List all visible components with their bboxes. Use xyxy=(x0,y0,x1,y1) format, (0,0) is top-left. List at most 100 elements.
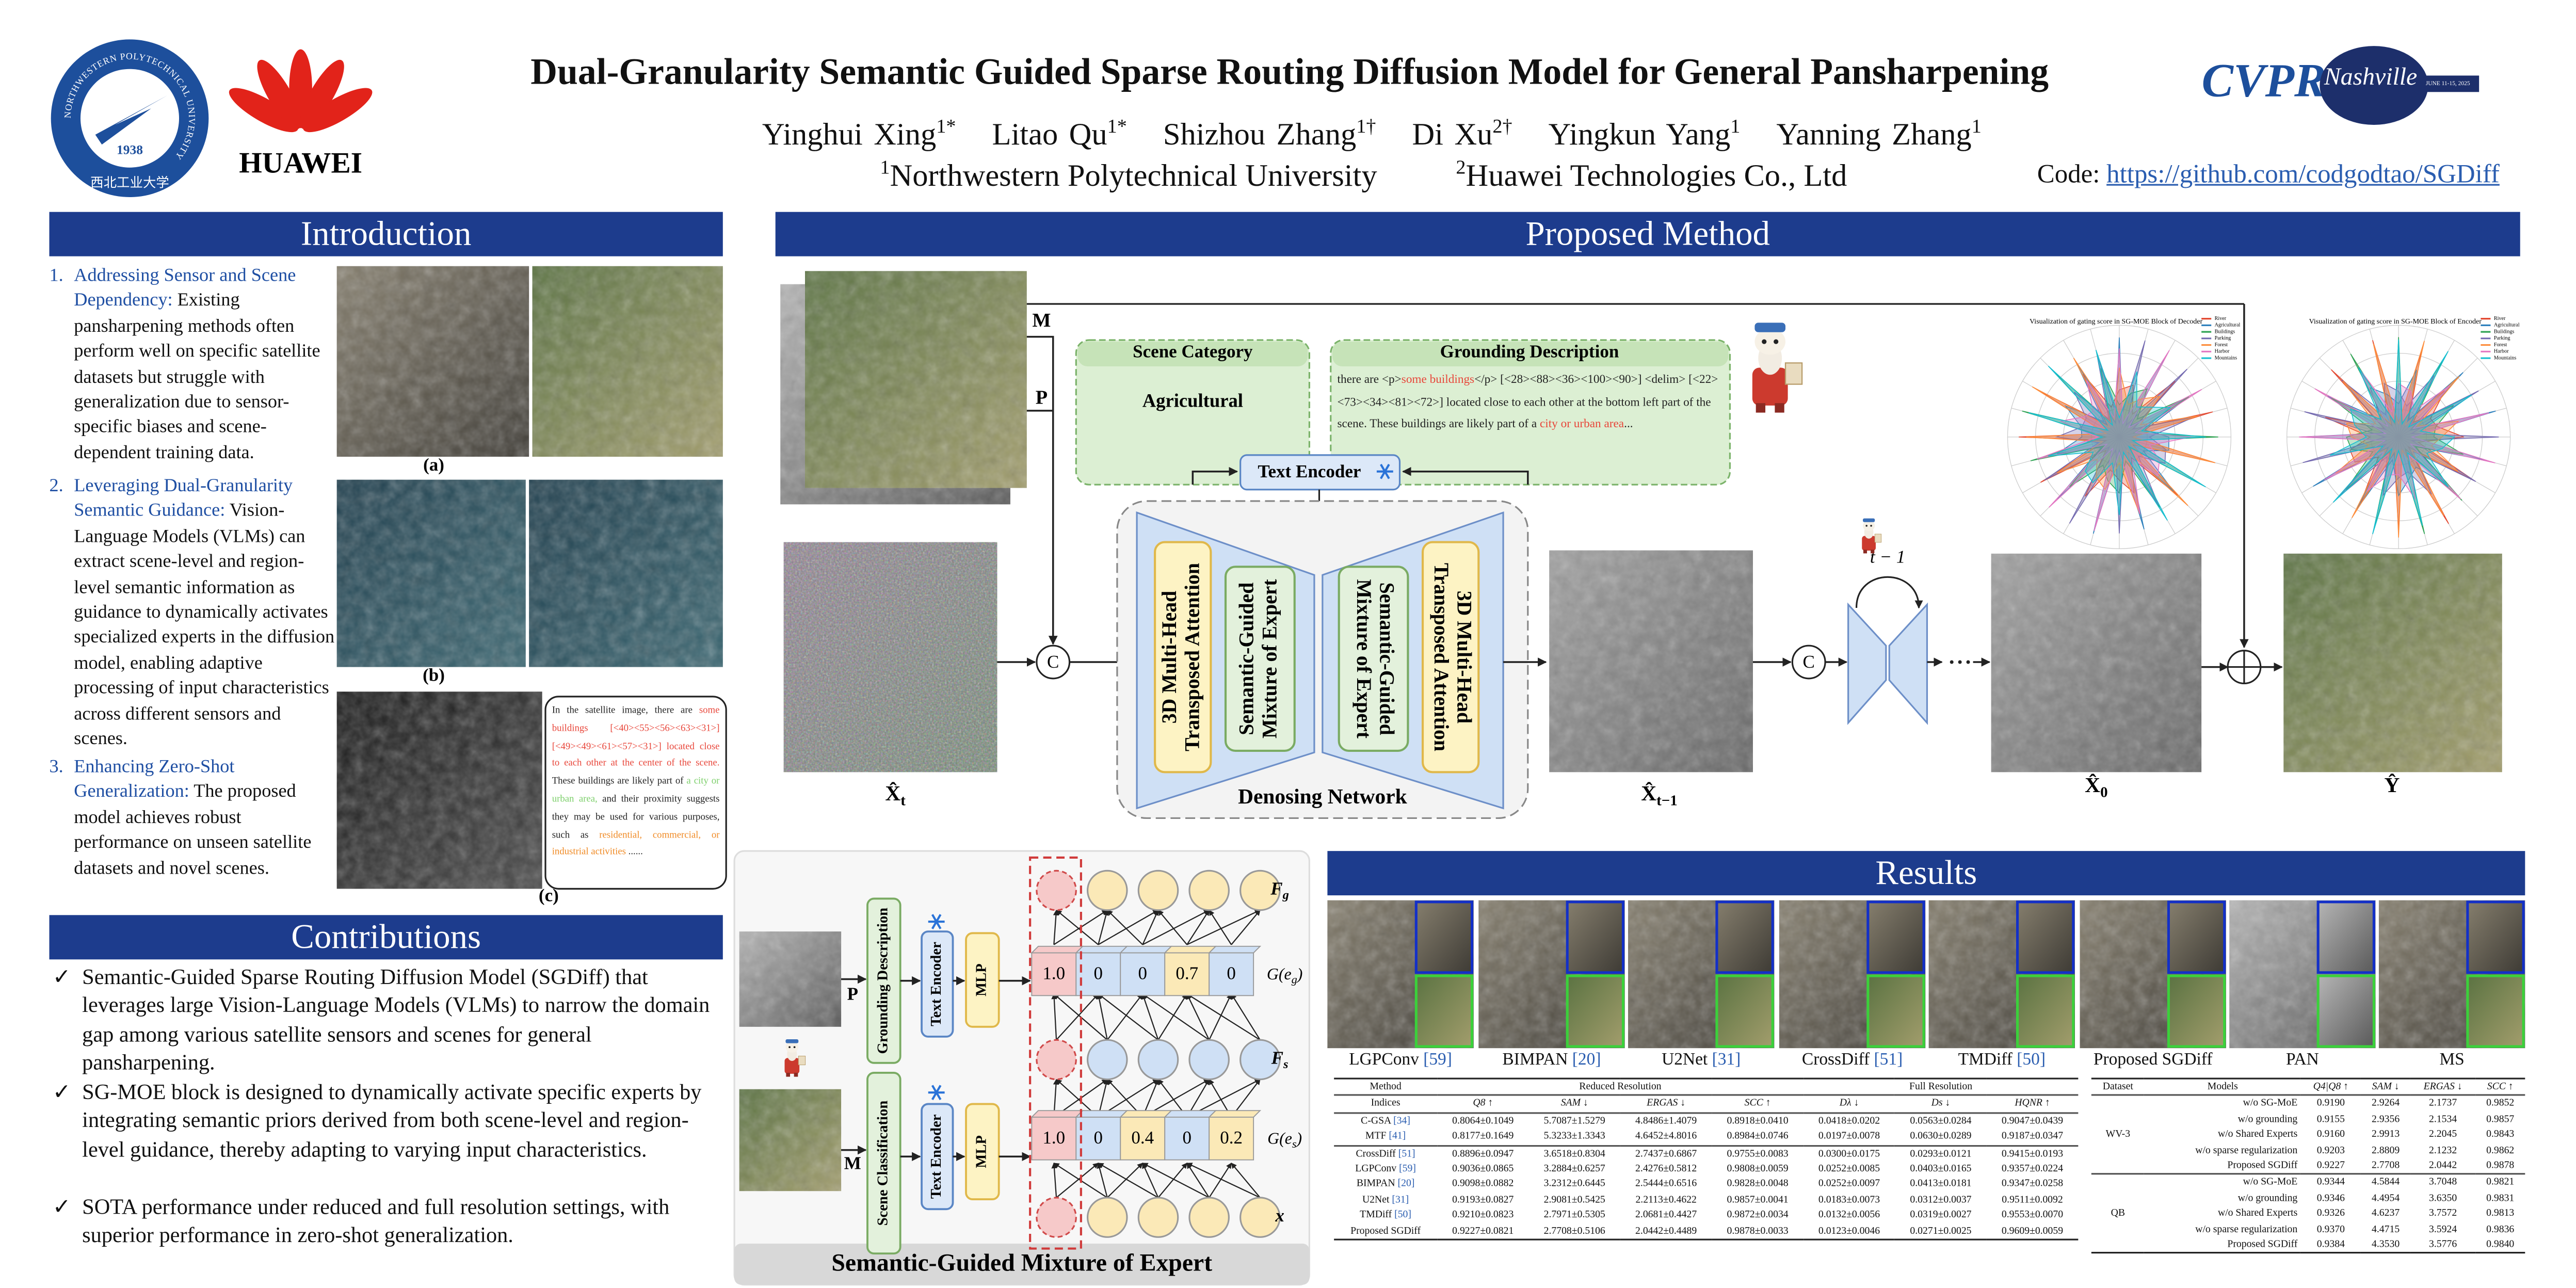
arrow xyxy=(1231,1163,1261,1198)
author: Litao Qu1* xyxy=(992,115,1127,154)
table-header-cell: Q8 ↑ xyxy=(1437,1096,1529,1114)
code-link[interactable]: https://github.com/codgodtao/SGDiff xyxy=(2106,160,2500,189)
routing-highlight xyxy=(1029,856,1082,1250)
module-label: 3D Multi-Head xyxy=(1158,591,1181,723)
table-cell: U2Net [31] xyxy=(1334,1193,1437,1208)
table-cell: 0.9190 xyxy=(2316,1098,2345,1110)
check-marker: ✓ xyxy=(52,1194,71,1219)
row-ref: [50] xyxy=(1394,1209,1411,1221)
feature-node xyxy=(1239,1039,1281,1081)
huawei-petal xyxy=(229,88,299,133)
table-row: w/o grounding 0.9155 2.9356 2.1534 0.9857 xyxy=(2091,1112,2525,1128)
zoom-inset xyxy=(2016,974,2075,1048)
mascot-head xyxy=(1754,328,1786,355)
gate-top-face xyxy=(1031,1110,1084,1118)
row-method: BIMPAN xyxy=(1356,1179,1395,1190)
radar-area xyxy=(2037,348,2202,531)
math-base: X̂ xyxy=(2085,772,2100,796)
table-row: C-GSA [34] 0.8064±0.1049 5.7087±1.5279 4.84… xyxy=(1334,1113,2078,1129)
radar-area xyxy=(2026,358,2216,514)
table-cell: 3.6518±0.8304 xyxy=(1543,1148,1605,1160)
gate-top-face xyxy=(1208,945,1262,954)
caption-segment: These buildings are likely part of xyxy=(552,777,687,787)
table-cell: 0.0413±0.0181 xyxy=(1910,1179,1972,1190)
method-ref: [51] xyxy=(1874,1051,1903,1070)
math-base: G(e xyxy=(1267,1130,1292,1148)
image-texture xyxy=(739,1089,842,1192)
affiliation-name: Huawei Technologies Co., Ltd xyxy=(1466,159,1847,195)
main-table: Method Reduced Resolution Full Resolution I… xyxy=(1334,1077,2079,1241)
affiliation-mark: 1 xyxy=(880,156,890,180)
module-block xyxy=(866,1072,901,1255)
table-cell: w/o grounding xyxy=(2237,1192,2298,1204)
arrow xyxy=(1098,1163,1159,1198)
feature-node xyxy=(1188,1197,1230,1238)
grounding-box xyxy=(1330,339,1731,486)
module-block xyxy=(1421,541,1480,774)
code-link-line: Code: https://github.com/codgodtao/SGDif… xyxy=(2037,161,2500,190)
module-label: 3D Multi-Head xyxy=(1453,591,1475,723)
arrow xyxy=(1142,909,1159,945)
gate-value: 0 xyxy=(1094,963,1103,984)
author-name: Litao Qu xyxy=(992,119,1107,154)
arrow xyxy=(1402,466,1529,485)
math-end: ) xyxy=(1296,965,1303,983)
table-cell: w/o Shared Experts xyxy=(2217,1129,2298,1141)
method-ref: [31] xyxy=(1712,1051,1741,1070)
logo-text: JUNE 11-15, 2025 xyxy=(2426,81,2470,87)
table-cell: 4.4715 xyxy=(2372,1223,2400,1235)
gate-top-face xyxy=(1163,945,1217,954)
table-cell: 0.9227 xyxy=(2316,1160,2345,1172)
table-cell: w/o sparse regularization xyxy=(2195,1144,2298,1156)
feature-node xyxy=(1086,1197,1128,1238)
table-cell: 0.0319±0.0027 xyxy=(1910,1209,1972,1221)
affiliation: 2Huawei Technologies Co., Ltd xyxy=(1456,156,1847,195)
table-cell: 0.9852 xyxy=(2486,1098,2515,1110)
row-ref: [20] xyxy=(1397,1179,1415,1190)
table-row: w/o grounding 0.9346 4.4954 3.6350 0.9831 xyxy=(2091,1191,2525,1206)
table-cell: 0.0197±0.0078 xyxy=(1818,1131,1880,1142)
caption-segment: ...... xyxy=(625,848,643,859)
mascot-leg xyxy=(1775,403,1784,413)
feature-node xyxy=(1086,1039,1128,1081)
arrow xyxy=(1209,909,1232,945)
table-cell: 0.8984±0.0746 xyxy=(1727,1131,1789,1142)
table-cell: 3.5924 xyxy=(2429,1223,2457,1235)
radar-title: Visualization of gating score in SG-MOE … xyxy=(2309,318,2482,326)
logo-text: Nashville xyxy=(2324,63,2417,90)
gate-cell xyxy=(1209,1116,1254,1161)
table-cell: 4.3530 xyxy=(2372,1238,2400,1250)
mascot-eye xyxy=(1762,339,1767,344)
zoom-inset xyxy=(2167,900,2226,974)
table-cell: 0.9036±0.0865 xyxy=(1452,1163,1514,1175)
method-name: BIMPAN xyxy=(1502,1051,1568,1070)
row-method: C-GSA xyxy=(1361,1115,1391,1127)
item-number: 2. xyxy=(49,476,63,496)
table-cell: 0.9047±0.0439 xyxy=(2001,1115,2064,1127)
caption-segment: residential, commercial, or industrial a… xyxy=(552,830,720,859)
table-cell: 3.2312±0.6445 xyxy=(1543,1179,1605,1190)
item-number: 1. xyxy=(49,266,63,286)
author-name: Yanning Zhang xyxy=(1776,119,1972,154)
table-group-header: Reduced Resolution xyxy=(1437,1078,1804,1097)
table-cell: Proposed SGDiff xyxy=(2227,1160,2298,1172)
arrow xyxy=(1231,993,1261,1040)
table-cell: 0.9155 xyxy=(2316,1113,2345,1125)
row-ref: [31] xyxy=(1392,1194,1409,1206)
author-mark: 1* xyxy=(936,115,956,138)
legend-label: Harbor xyxy=(2215,349,2230,355)
huawei-petal xyxy=(257,59,302,130)
row-method: CrossDiff xyxy=(1356,1148,1396,1160)
caption-text: In the satellite image, there are some b… xyxy=(552,703,720,863)
zoom-inset xyxy=(2167,974,2226,1048)
table-cell: 0.9808±0.0059 xyxy=(1727,1163,1789,1175)
caption-segment: some buildings [<40><55><56><63><31>] [<… xyxy=(552,706,720,770)
module-block xyxy=(1154,541,1212,774)
table-cell: 2.4276±0.5812 xyxy=(1635,1163,1697,1175)
caption-segment: a city or urban area, xyxy=(552,777,720,805)
table-cell: w/o sparse regularization xyxy=(2195,1223,2298,1235)
table-header-cell: ERGAS ↓ xyxy=(2410,1078,2476,1097)
zoom-inset xyxy=(1715,900,1774,974)
math-label: X̂t−1 xyxy=(1641,781,1678,809)
table-cell: 0.9843 xyxy=(2486,1129,2515,1141)
